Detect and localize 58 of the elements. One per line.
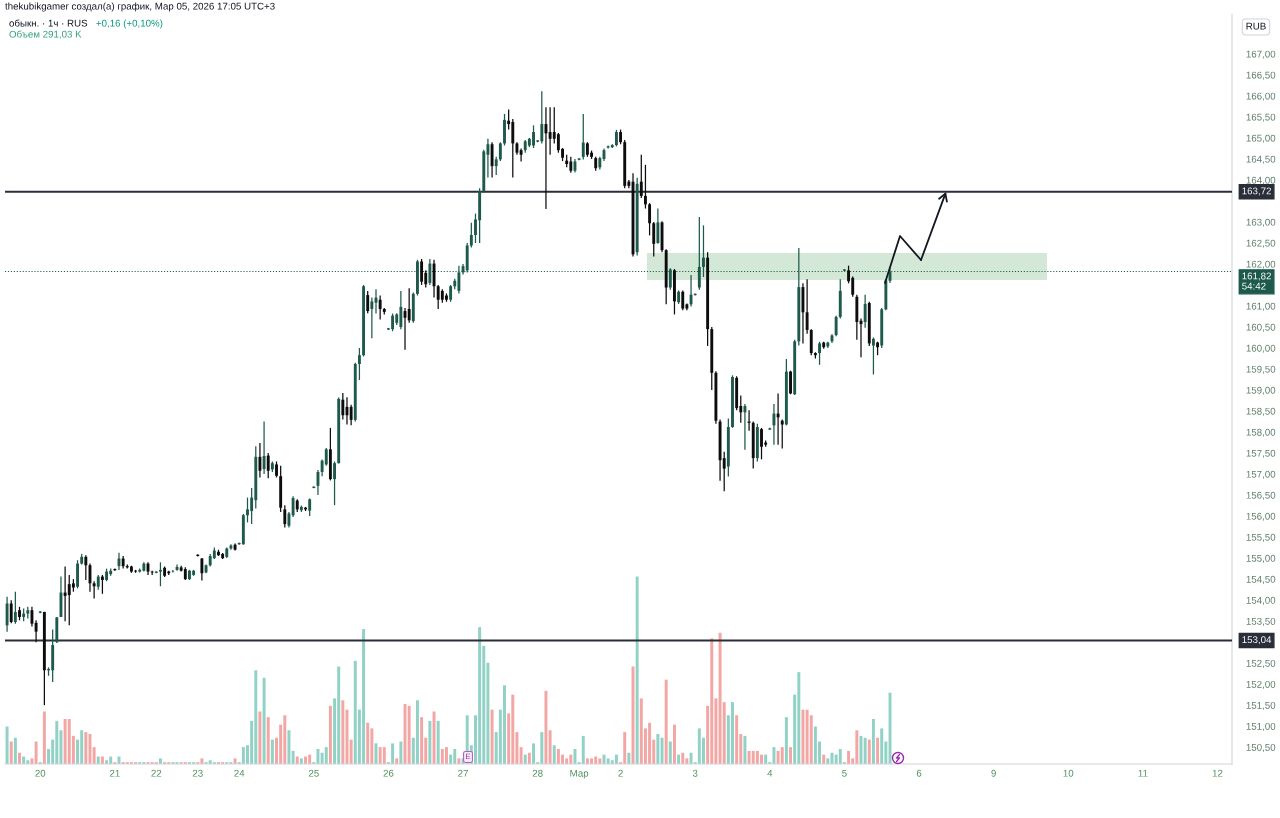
y-tick-label: 157,00 [1246, 470, 1276, 479]
y-tick-label: 166,00 [1246, 92, 1276, 101]
y-tick-label: 166,50 [1246, 71, 1276, 80]
x-tick-label: 24 [234, 769, 245, 777]
y-tick-label: 151,50 [1246, 701, 1276, 710]
x-tick-label: 21 [109, 769, 120, 777]
x-tick-label: 26 [383, 769, 394, 777]
y-tick-label: 161,00 [1246, 302, 1276, 311]
ref-line-label: 163,72 [1242, 187, 1271, 196]
x-tick-label: 28 [532, 769, 543, 777]
y-tick-label: 159,50 [1246, 365, 1276, 374]
chart-subtitle: обыкн. · 1ч · RUS [9, 19, 88, 27]
y-tick-label: 156,00 [1246, 512, 1276, 521]
x-tick-label: 20 [35, 769, 46, 777]
x-tick-label: 5 [842, 769, 847, 777]
x-tick-label: 23 [192, 769, 203, 777]
y-tick-label: 152,50 [1246, 659, 1276, 668]
y-axis-title: RUB [1246, 22, 1266, 30]
y-tick-label: 162,00 [1246, 260, 1276, 269]
y-tick-label: 154,00 [1246, 596, 1276, 605]
x-tick-label: 25 [308, 769, 319, 777]
y-tick-label: 162,50 [1246, 239, 1276, 248]
y-tick-label: 151,00 [1246, 722, 1276, 731]
chart-title: Объем 291,03 K [9, 30, 82, 39]
x-tick-label: 12 [1212, 769, 1223, 777]
ref-line-label: 153,04 [1242, 636, 1272, 645]
x-tick-label: 6 [916, 769, 922, 777]
y-tick-label: 152,00 [1246, 680, 1276, 689]
y-tick-label: 158,50 [1246, 407, 1276, 416]
x-tick-label: 10 [1063, 769, 1074, 777]
annotation: +0,16 (+0,10%) [96, 19, 163, 29]
y-tick-label: 164,50 [1246, 155, 1276, 164]
y-tick-label: 163,00 [1246, 218, 1276, 227]
y-tick-label: 158,00 [1246, 428, 1276, 437]
y-tick-label: 155,00 [1246, 554, 1276, 563]
x-tick-label: 9 [991, 769, 996, 777]
y-tick-label: 150,50 [1246, 743, 1276, 752]
x-tick-label: 11 [1138, 769, 1148, 777]
x-tick-label: 27 [458, 769, 468, 777]
y-tick-label: 165,00 [1246, 134, 1276, 143]
x-tick-label: 2 [618, 769, 623, 777]
y-tick-label: 167,00 [1246, 50, 1276, 59]
x-tick-label: 22 [151, 769, 162, 777]
y-tick-label: 165,50 [1246, 113, 1276, 122]
y-tick-label: 153,50 [1246, 617, 1276, 626]
x-tick-label: 3 [692, 769, 698, 777]
ref-line-label: 161,82 54:42 [1242, 272, 1271, 290]
y-tick-label: 155,50 [1246, 533, 1276, 542]
y-tick-label: 154,50 [1246, 575, 1276, 584]
y-tick-label: 164,00 [1246, 176, 1276, 185]
y-tick-label: 157,50 [1246, 449, 1276, 458]
y-tick-label: 160,50 [1246, 323, 1276, 332]
x-tick-label: Мар [570, 769, 589, 779]
y-tick-label: 160,00 [1246, 344, 1276, 353]
x-tick-label: 4 [767, 769, 773, 777]
y-tick-label: 156,50 [1246, 491, 1276, 500]
chart-title: thekubikgamer создал(а) график, Мар 05, 2026 17:05 UTC+3 [5, 2, 275, 12]
y-tick-label: 159,00 [1246, 386, 1276, 395]
